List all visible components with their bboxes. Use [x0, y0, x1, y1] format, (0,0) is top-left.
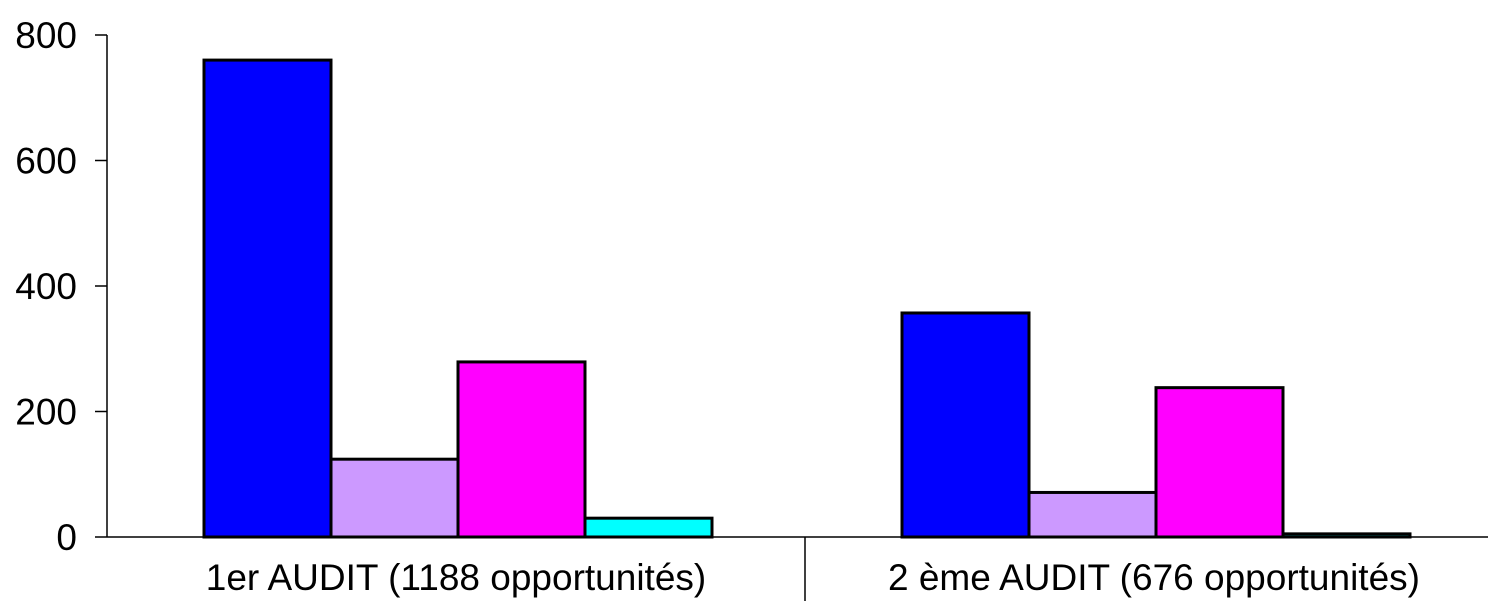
- bar-series-2-category-2: [1027, 490, 1158, 539]
- bar-series-3-category-1: [456, 360, 587, 539]
- bar-series-4-category-1: [583, 516, 714, 539]
- x-category-label: 2 ème AUDIT (676 opportunités): [888, 557, 1420, 598]
- bar-series-3-category-2: [1154, 386, 1285, 539]
- bar-series-1-category-2: [900, 311, 1031, 539]
- y-tick-label: 200: [15, 392, 77, 433]
- bar-series-4-category-2: [1281, 532, 1412, 539]
- bars: [202, 58, 1412, 539]
- x-tick-labels: 1er AUDIT (1188 opportunités) 2 ème AUDIT…: [206, 557, 1420, 598]
- y-tick-label: 600: [15, 141, 77, 182]
- x-category-label: 1er AUDIT (1188 opportunités): [206, 557, 706, 598]
- y-tick-label: 800: [15, 15, 77, 56]
- bar-series-2-category-1: [329, 457, 460, 539]
- bar-series-1-category-1: [202, 58, 333, 539]
- y-tick-label: 400: [15, 266, 77, 307]
- y-tick-label: 0: [56, 517, 77, 558]
- y-ticks: 0 200 400 600 800: [15, 15, 107, 558]
